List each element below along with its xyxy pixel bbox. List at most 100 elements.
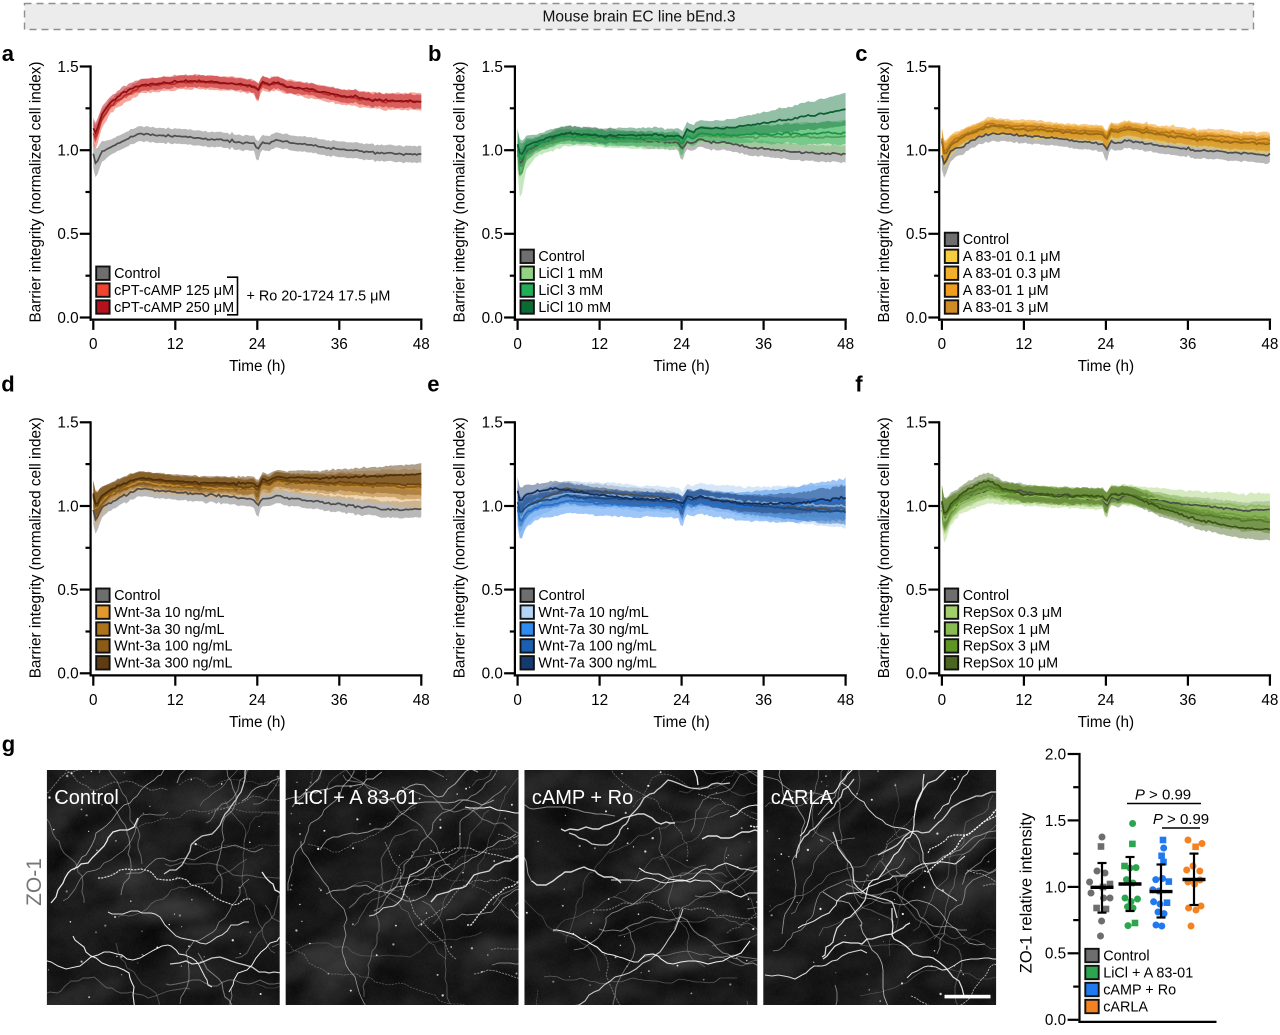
svg-text:48: 48	[413, 336, 430, 353]
svg-text:RepSox 1 μM: RepSox 1 μM	[963, 622, 1050, 638]
svg-text:Time (h): Time (h)	[1078, 358, 1134, 375]
svg-text:Barrier integrity (normalized: Barrier integrity (normalized cell index…	[876, 62, 893, 323]
svg-text:P > 0.99: P > 0.99	[1135, 787, 1191, 804]
svg-text:0: 0	[938, 336, 947, 353]
svg-text:Wnt-7a 30 ng/mL: Wnt-7a 30 ng/mL	[538, 622, 648, 638]
svg-text:a: a	[2, 41, 15, 66]
svg-text:cARLA: cARLA	[1103, 999, 1148, 1015]
svg-text:24: 24	[1097, 336, 1115, 353]
svg-text:Time (h): Time (h)	[1078, 714, 1134, 731]
svg-text:Wnt-3a 10 ng/mL: Wnt-3a 10 ng/mL	[114, 605, 224, 621]
svg-text:Wnt-7a 10 ng/mL: Wnt-7a 10 ng/mL	[538, 605, 648, 621]
svg-text:cAMP + Ro: cAMP + Ro	[1103, 982, 1176, 998]
svg-text:1.0: 1.0	[906, 143, 927, 160]
svg-text:cPT-cAMP 125 μM: cPT-cAMP 125 μM	[114, 283, 234, 299]
svg-text:Barrier integrity (normalized: Barrier integrity (normalized cell index…	[452, 61, 469, 322]
svg-text:12: 12	[167, 336, 184, 353]
svg-text:0.5: 0.5	[906, 582, 927, 599]
svg-text:b: b	[428, 41, 441, 66]
svg-text:LiCl + A 83-01: LiCl + A 83-01	[293, 787, 418, 809]
svg-text:12: 12	[1015, 692, 1032, 709]
svg-text:36: 36	[755, 336, 772, 353]
svg-text:24: 24	[249, 336, 267, 353]
svg-text:A 83-01 0.1 μM: A 83-01 0.1 μM	[963, 249, 1061, 265]
svg-text:36: 36	[1179, 336, 1196, 353]
svg-text:Control: Control	[963, 588, 1009, 604]
svg-text:12: 12	[591, 692, 608, 709]
svg-text:1.0: 1.0	[482, 498, 503, 515]
svg-text:cPT-cAMP 250 μM: cPT-cAMP 250 μM	[114, 300, 234, 316]
svg-text:Time (h): Time (h)	[653, 714, 709, 731]
svg-text:0.0: 0.0	[482, 666, 503, 683]
svg-text:Wnt-3a 30 ng/mL: Wnt-3a 30 ng/mL	[114, 622, 224, 638]
svg-text:f: f	[855, 372, 863, 397]
svg-text:e: e	[427, 372, 439, 397]
svg-text:0: 0	[513, 692, 522, 709]
svg-text:ZO-1: ZO-1	[23, 858, 46, 906]
svg-text:48: 48	[837, 336, 854, 353]
svg-text:RepSox 10 μM: RepSox 10 μM	[963, 656, 1058, 672]
svg-text:24: 24	[673, 692, 691, 709]
svg-text:A 83-01 3 μM: A 83-01 3 μM	[963, 300, 1049, 316]
svg-text:1.0: 1.0	[1045, 879, 1066, 896]
svg-text:1.0: 1.0	[482, 143, 503, 160]
svg-text:24: 24	[673, 336, 691, 353]
svg-text:1.0: 1.0	[57, 498, 78, 515]
svg-text:Barrier integrity (normalized: Barrier integrity (normalized cell index…	[876, 417, 893, 678]
svg-text:1.5: 1.5	[906, 415, 927, 432]
svg-text:Barrier integrity (normalized: Barrier integrity (normalized cell index…	[27, 417, 44, 678]
svg-text:cARLA: cARLA	[771, 787, 834, 809]
svg-text:Time (h): Time (h)	[229, 358, 285, 375]
svg-text:Wnt-3a 300 ng/mL: Wnt-3a 300 ng/mL	[114, 656, 232, 672]
svg-text:Control: Control	[538, 249, 584, 265]
svg-text:Wnt-7a 300 ng/mL: Wnt-7a 300 ng/mL	[538, 656, 656, 672]
svg-text:0.0: 0.0	[57, 666, 78, 683]
svg-text:Control: Control	[538, 588, 584, 604]
svg-text:Mouse brain EC line bEnd.3: Mouse brain EC line bEnd.3	[542, 9, 735, 26]
svg-text:g: g	[2, 732, 15, 757]
svg-text:LiCl + A 83-01: LiCl + A 83-01	[1103, 965, 1193, 981]
svg-text:RepSox 0.3 μM: RepSox 0.3 μM	[963, 605, 1062, 621]
svg-text:24: 24	[249, 692, 267, 709]
svg-text:1.5: 1.5	[906, 59, 927, 76]
svg-text:RepSox 3 μM: RepSox 3 μM	[963, 639, 1050, 655]
svg-text:cAMP + Ro: cAMP + Ro	[532, 787, 633, 809]
svg-text:0.5: 0.5	[482, 226, 503, 243]
svg-text:d: d	[1, 372, 14, 397]
svg-text:LiCl 10 mM: LiCl 10 mM	[538, 300, 611, 316]
svg-text:Control: Control	[114, 588, 160, 604]
svg-text:Time (h): Time (h)	[653, 358, 709, 375]
svg-text:0.5: 0.5	[906, 226, 927, 243]
svg-text:A 83-01 1 μM: A 83-01 1 μM	[963, 283, 1049, 299]
svg-text:1.5: 1.5	[482, 59, 503, 76]
svg-text:1.5: 1.5	[1045, 813, 1066, 830]
svg-text:0.5: 0.5	[57, 226, 78, 243]
svg-text:0.5: 0.5	[1045, 946, 1066, 963]
svg-text:Control: Control	[963, 232, 1009, 248]
svg-text:1.5: 1.5	[482, 415, 503, 432]
svg-text:48: 48	[413, 692, 430, 709]
svg-text:0.0: 0.0	[57, 310, 78, 327]
svg-text:A 83-01 0.3 μM: A 83-01 0.3 μM	[963, 266, 1061, 282]
svg-text:48: 48	[1261, 692, 1278, 709]
svg-text:36: 36	[331, 336, 348, 353]
svg-text:Wnt-3a 100 ng/mL: Wnt-3a 100 ng/mL	[114, 639, 232, 655]
svg-text:0.0: 0.0	[906, 666, 927, 683]
svg-text:LiCl 1 mM: LiCl 1 mM	[538, 266, 603, 282]
svg-text:Wnt-7a 100 ng/mL: Wnt-7a 100 ng/mL	[538, 639, 656, 655]
svg-text:0: 0	[513, 336, 522, 353]
svg-text:12: 12	[1015, 336, 1032, 353]
svg-text:Control: Control	[54, 787, 118, 809]
svg-text:Time (h): Time (h)	[229, 714, 285, 731]
svg-text:Barrier integrity (normalized: Barrier integrity (normalized cell index…	[452, 417, 469, 678]
svg-text:+ Ro 20-1724 17.5 μM: + Ro 20-1724 17.5 μM	[247, 289, 391, 305]
svg-text:c: c	[855, 41, 867, 66]
svg-text:36: 36	[1179, 692, 1196, 709]
svg-text:0.5: 0.5	[482, 582, 503, 599]
svg-text:LiCl 3 mM: LiCl 3 mM	[538, 283, 603, 299]
svg-text:2.0: 2.0	[1045, 746, 1066, 763]
svg-text:Control: Control	[1103, 948, 1149, 964]
svg-text:0: 0	[938, 692, 947, 709]
svg-text:Barrier integrity (normalized: Barrier integrity (normalized cell index…	[27, 61, 44, 322]
svg-text:P > 0.99: P > 0.99	[1153, 811, 1209, 828]
